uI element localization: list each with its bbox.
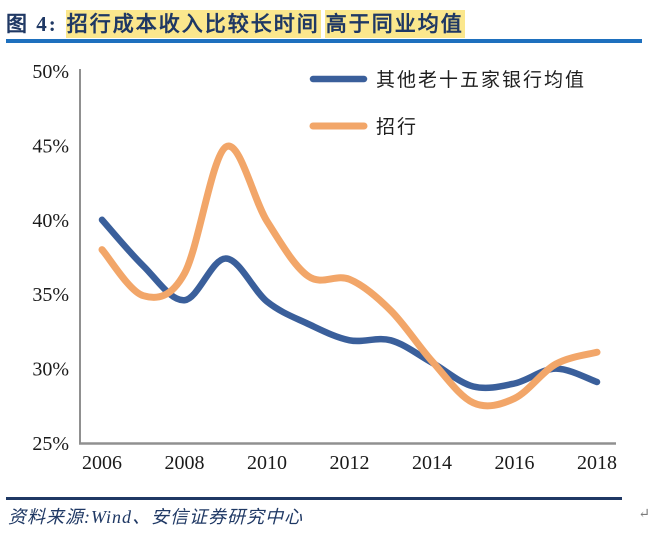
y-tick-label: 40% — [32, 210, 69, 232]
series-line-peers-average — [98, 216, 601, 392]
footer-divider-rule — [6, 497, 622, 500]
cost-income-ratio-chart: 25% 30% 35% 40% 45% 50% 2006 2008 2010 2012 2014 20… — [0, 50, 660, 490]
x-tick-label: 2006 — [82, 452, 122, 474]
y-tick-label: 45% — [32, 135, 69, 157]
y-tick-label: 30% — [32, 359, 69, 381]
y-tick-label: 35% — [32, 284, 69, 306]
figure-title-highlight-1: 招行成本收入比较长时间 — [65, 10, 321, 38]
x-tick-label: 2018 — [577, 452, 617, 474]
figure-number-label: 图 4: — [6, 12, 58, 36]
x-tick-label: 2010 — [247, 452, 287, 474]
paragraph-return-mark: ↵ — [638, 507, 650, 522]
y-tick-label: 25% — [32, 433, 69, 455]
figure-title-highlight-2: 高于同业均值 — [324, 10, 465, 38]
x-tick-label: 2012 — [330, 452, 370, 474]
x-tick-label: 2014 — [412, 452, 452, 474]
figure-title: 图 4: 招行成本收入比较长时间 高于同业均值 — [6, 8, 465, 38]
x-tick-label: 2008 — [165, 452, 205, 474]
source-text: 资料来源:Wind、安信证券研究中心 — [8, 507, 303, 527]
chart-canvas: 25% 30% 35% 40% 45% 50% 2006 2008 2010 2012 2014 20… — [32, 61, 617, 474]
series-line-cmb — [98, 142, 601, 410]
legend-label: 招行 — [376, 116, 418, 138]
title-underline-rule — [6, 39, 642, 43]
x-tick-label: 2016 — [495, 452, 535, 474]
source-note: 资料来源:Wind、安信证券研究中心 — [8, 503, 303, 529]
y-tick-label: 50% — [32, 61, 69, 83]
legend-label: 其他老十五家银行均值 — [376, 69, 586, 91]
